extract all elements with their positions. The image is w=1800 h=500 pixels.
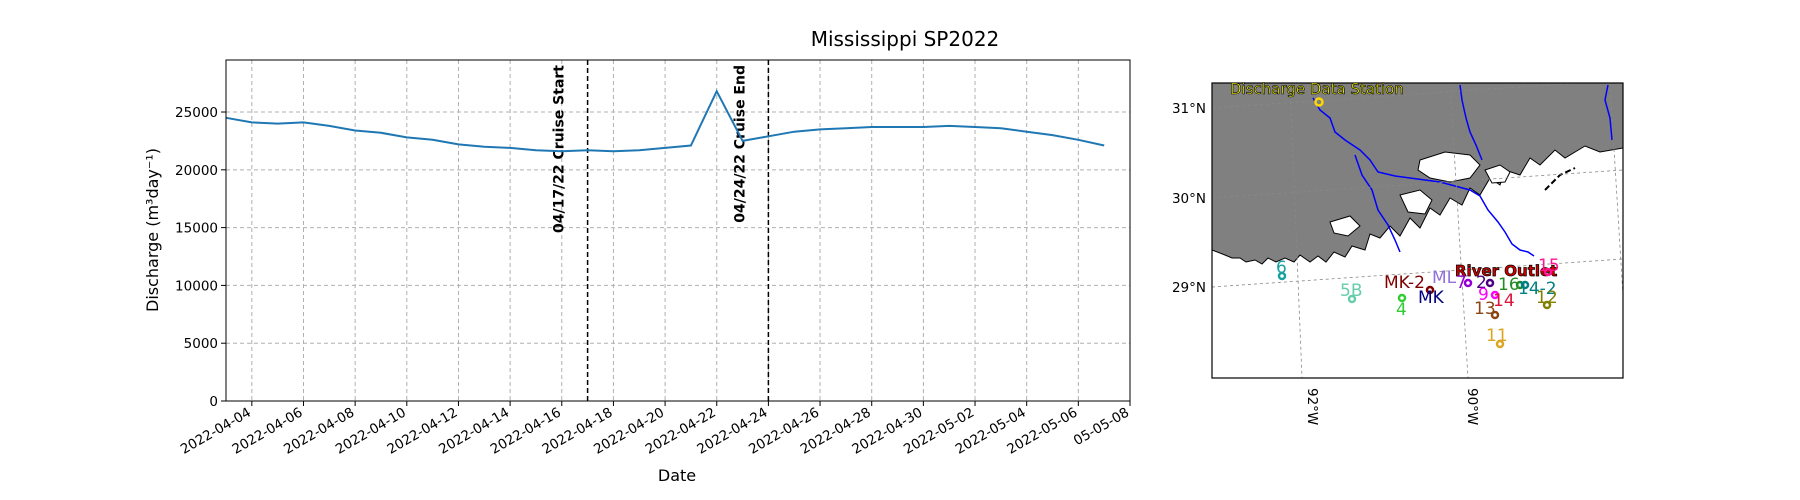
atchafalaya-river: [1354, 154, 1401, 253]
station-11: 11: [1486, 326, 1508, 349]
svg-text:7: 7: [1456, 273, 1467, 293]
y-tick-label: 10000: [175, 278, 218, 294]
land-mass: [1212, 83, 1623, 265]
y-tick-label: 15000: [175, 221, 218, 237]
discharge-chart: Mississippi SP2022 0 5000 10000 15000 20000 2…: [143, 27, 1132, 485]
station-7: 7: [1456, 273, 1473, 293]
lon-label-90: 90°W: [1464, 388, 1480, 425]
svg-text:4: 4: [1396, 300, 1407, 320]
station-14: 14: [1493, 291, 1515, 311]
y-tick-label: 25000: [175, 105, 218, 121]
y-tick-label: 5000: [184, 336, 218, 352]
discharge-station-marker: [1314, 97, 1324, 107]
svg-text:MK-2: MK-2: [1384, 273, 1425, 293]
y-tick-label: 0: [209, 394, 218, 410]
svg-text:13: 13: [1474, 299, 1496, 319]
station-MK-2: MK-2: [1384, 273, 1435, 295]
svg-text:2: 2: [1476, 273, 1487, 293]
svg-text:14: 14: [1493, 291, 1515, 311]
svg-text:16: 16: [1498, 275, 1520, 295]
lat-label-31: 31°N: [1172, 101, 1206, 117]
station-2: 2: [1476, 273, 1495, 293]
plot-frame: [225, 59, 1131, 402]
lat-label-30: 30°N: [1172, 191, 1206, 207]
cruise-label: 04/17/22 Cruise Start: [552, 65, 568, 233]
station-6: 6: [1276, 258, 1287, 281]
discharge-station-label: Discharge Data Station: [1230, 80, 1404, 98]
station-ML: ML: [1432, 268, 1457, 288]
x-axis-label: Date: [658, 466, 696, 485]
y-axis-label: Discharge (m³day⁻¹): [143, 148, 162, 312]
y-axis: 0 5000 10000 15000 20000 25000: [175, 105, 226, 410]
station-map: 31°N 30°N 29°N 92°W 90°W Discharge Data …: [1172, 80, 1624, 425]
cruise-label: 04/24/22 Cruise End: [732, 65, 748, 223]
pearl-river: [1459, 84, 1483, 161]
discharge-series-line: [225, 88, 1105, 153]
bay-2: [1329, 215, 1361, 237]
svg-text:14-2: 14-2: [1518, 279, 1557, 299]
svg-text:MK: MK: [1418, 288, 1445, 308]
station-9: 9: [1478, 285, 1500, 305]
lat-label-29: 29°N: [1172, 280, 1206, 296]
svg-text:6: 6: [1276, 258, 1287, 278]
map-frame: [1211, 82, 1624, 379]
chart-grid: [226, 60, 1131, 401]
svg-text:11: 11: [1486, 326, 1508, 346]
lake-borgne: [1484, 164, 1511, 184]
y-tick-label: 20000: [175, 163, 218, 179]
svg-text:9: 9: [1478, 285, 1489, 305]
x-tick-label: 05-05-08: [1071, 405, 1132, 449]
station-13: 13: [1474, 299, 1500, 320]
station-5B: 5B: [1340, 281, 1362, 304]
river-east: [1604, 84, 1613, 141]
station-4: 4: [1396, 293, 1407, 320]
river-outlet-label: River Outlet: [1455, 262, 1557, 280]
station-15: 15: [1538, 256, 1560, 277]
svg-text:12: 12: [1536, 288, 1558, 308]
station-12: 12: [1536, 288, 1558, 310]
bay: [1399, 189, 1433, 215]
svg-text:ML: ML: [1432, 268, 1457, 288]
barrier-islands: [1544, 167, 1576, 191]
svg-text:5B: 5B: [1340, 281, 1362, 301]
cruise-markers: 04/17/22 Cruise Start 04/24/22 Cruise End: [552, 60, 770, 401]
x-axis: 2022-04-042022-04-062022-04-082022-04-10…: [178, 401, 1132, 458]
map-graticule: [1212, 83, 1623, 378]
station-14-2: 14-2: [1518, 279, 1557, 299]
lake-pontchartrain: [1417, 151, 1481, 183]
svg-text:15: 15: [1538, 256, 1560, 276]
mississippi-river: [1312, 97, 1535, 257]
lon-label-92: 92°W: [1304, 388, 1320, 425]
station-MK: MK: [1418, 288, 1445, 308]
chart-title: Mississippi SP2022: [811, 27, 1000, 51]
